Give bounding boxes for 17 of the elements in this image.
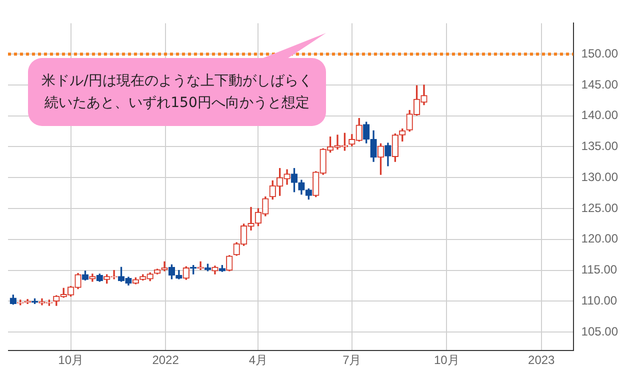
- y-tick-label: 110.00: [581, 293, 618, 308]
- y-tick-label: 130.00: [581, 170, 618, 184]
- y-tick-label: 150.00: [581, 46, 618, 60]
- x-tick-label: 2023: [528, 353, 556, 368]
- x-tick-label: 7月: [342, 353, 362, 368]
- y-tick-label: 140.00: [581, 108, 618, 122]
- y-tick-label: 145.00: [581, 77, 618, 92]
- y-tick-label: 105.00: [581, 324, 618, 338]
- annotation: 米ドル/円は現在のような上下動がしばらく続いたあと、いずれ150円へ向かうと想定: [41, 72, 313, 113]
- x-tick-label: 2022: [152, 353, 180, 368]
- y-tick-label: 125.00: [581, 200, 618, 215]
- y-tick-label: 115.00: [581, 262, 618, 277]
- x-tick-label: 10月: [434, 353, 460, 368]
- x-tick-label: 10月: [58, 353, 84, 368]
- x-tick-label: 4月: [248, 353, 268, 368]
- y-tick-label: 135.00: [581, 139, 618, 154]
- y-tick-label: 120.00: [581, 232, 618, 246]
